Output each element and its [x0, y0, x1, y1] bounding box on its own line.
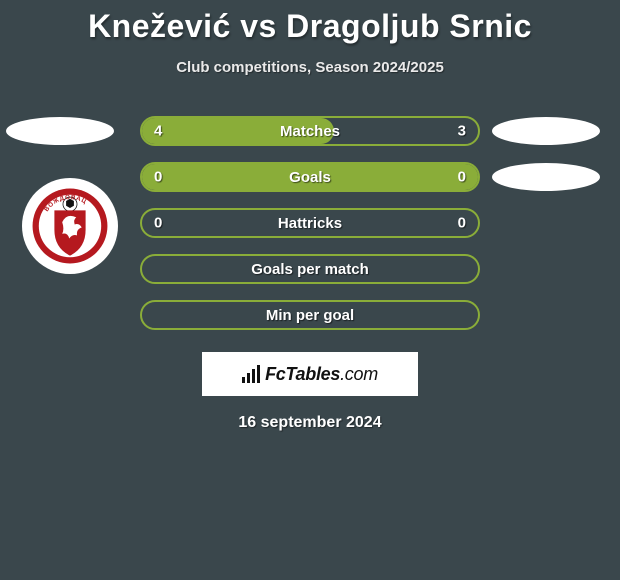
brand-bold: FcTables: [265, 364, 340, 384]
player-marker-right: [492, 163, 600, 191]
stat-bar: Goals per match: [140, 254, 480, 284]
brand-light: .com: [340, 364, 378, 384]
page-subtitle: Club competitions, Season 2024/2025: [0, 59, 620, 76]
stat-row: 4 Matches 3: [0, 108, 620, 154]
stat-label: Matches: [280, 123, 340, 140]
stat-value-right: 3: [458, 123, 466, 140]
stat-value-left: 0: [154, 215, 162, 232]
stat-bar: 4 Matches 3: [140, 116, 480, 146]
player-marker-left: [6, 117, 114, 145]
stat-row: 0 Hattricks 0: [0, 200, 620, 246]
stat-bar: 0 Hattricks 0: [140, 208, 480, 238]
stat-label: Hattricks: [278, 215, 342, 232]
stat-label: Goals: [289, 169, 331, 186]
stat-label: Goals per match: [251, 261, 369, 278]
stat-value-right: 0: [458, 169, 466, 186]
brand-logo: FcTables.com: [202, 352, 418, 396]
stat-row: Goals per match: [0, 246, 620, 292]
stat-value-right: 0: [458, 215, 466, 232]
page-title: Knežević vs Dragoljub Srnic: [0, 0, 620, 45]
stat-value-left: 0: [154, 169, 162, 186]
stat-row: 0 Goals 0: [0, 154, 620, 200]
stats-container: 4 Matches 3 0 Goals 0 0 Hattricks 0 Goal…: [0, 108, 620, 338]
stat-row: Min per goal: [0, 292, 620, 338]
bar-chart-icon: [242, 365, 260, 383]
player-marker-right: [492, 117, 600, 145]
stat-value-left: 4: [154, 123, 162, 140]
stat-label: Min per goal: [266, 307, 354, 324]
brand-text: FcTables.com: [265, 364, 378, 385]
date-label: 16 september 2024: [0, 414, 620, 432]
stat-bar: 0 Goals 0: [140, 162, 480, 192]
stat-bar: Min per goal: [140, 300, 480, 330]
